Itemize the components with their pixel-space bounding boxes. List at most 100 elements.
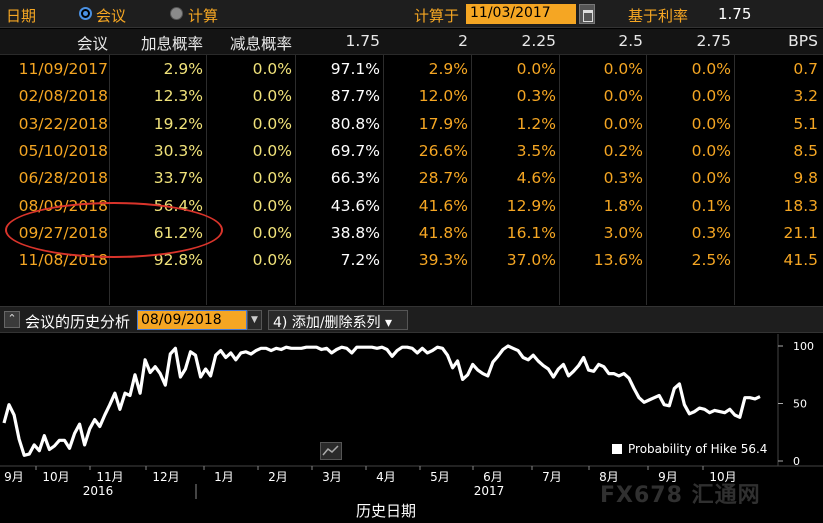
table-cell-meeting[interactable]: 11/09/2017 <box>18 60 108 78</box>
table-cell-rate-175: 87.7% <box>330 87 380 106</box>
table-cell-meeting[interactable]: 02/08/2018 <box>18 87 108 106</box>
table-cell-bps: 21.1 <box>783 223 818 242</box>
table-cell-rate-275: 0.0% <box>691 141 731 160</box>
radio-calc-label[interactable]: 计算 <box>188 7 219 25</box>
y-tick-label: 50 <box>793 398 807 411</box>
column-separator <box>295 29 296 305</box>
add-remove-series-label: 添加/删除系列 <box>291 315 381 331</box>
table-cell-rate-175: 97.1% <box>330 60 380 78</box>
table-cell-cut-prob: 0.0% <box>252 60 292 78</box>
top-toolbar: 日期 会议 计算 计算于 11/03/2017 基于利率 1.75 <box>0 0 823 28</box>
table-cell-rate-275: 0.0% <box>691 60 731 78</box>
table-cell-rate-225: 4.6% <box>516 169 556 188</box>
table-cell-rate-225: 12.9% <box>506 196 556 215</box>
table-cell-bps: 9.8 <box>793 169 818 188</box>
line-chart: 100 50 0 9月 10月 11月 12月 1月 2月 3月 4月 5月 6月 7月 8月 9月 10月 20… <box>0 334 823 499</box>
base-rate-value: 1.75 <box>718 5 752 23</box>
speaker-icon: 4) <box>273 315 288 331</box>
line-chart-icon[interactable] <box>320 442 342 460</box>
table-cell-rate-2: 41.6% <box>418 196 468 215</box>
calendar-icon[interactable] <box>579 4 595 24</box>
calc-date-input[interactable]: 11/03/2017 <box>466 4 576 24</box>
table-cell-rate-25: 1.8% <box>603 196 643 215</box>
table-cell-rate-2: 39.3% <box>418 251 468 270</box>
table-cell-cut-prob: 0.0% <box>252 223 292 242</box>
table-cell-rate-275: 0.1% <box>691 196 731 215</box>
add-remove-series-button[interactable]: 4) 添加/删除系列 ▾ <box>268 310 408 331</box>
table-cell-hike-prob: 19.2% <box>153 114 203 133</box>
x-tick-label: 2月 <box>268 470 288 484</box>
column-header-rate-2[interactable]: 2 <box>458 32 468 50</box>
table-cell-rate-25: 3.0% <box>603 223 643 242</box>
table-cell-bps: 5.1 <box>793 114 818 133</box>
table-cell-hike-prob: 12.3% <box>153 87 203 106</box>
column-header-meeting[interactable]: 会议 <box>76 35 108 53</box>
table-cell-cut-prob: 0.0% <box>252 141 292 160</box>
x-year-label: 2017 <box>474 484 505 498</box>
table-cell-rate-2: 2.9% <box>428 60 468 78</box>
meeting-date-select[interactable]: 08/09/2018 <box>137 310 247 330</box>
double-chevron-up-icon[interactable]: ⌃ <box>4 311 20 328</box>
radio-meeting[interactable] <box>79 7 92 20</box>
table-cell-bps: 18.3 <box>783 196 818 215</box>
table-cell-meeting[interactable]: 03/22/2018 <box>18 114 108 133</box>
table-cell-hike-prob: 33.7% <box>153 169 203 188</box>
table-cell-rate-225: 3.5% <box>516 141 556 160</box>
highlight-ellipse <box>5 202 223 258</box>
table-cell-cut-prob: 0.0% <box>252 196 292 215</box>
table-cell-rate-225: 16.1% <box>506 223 556 242</box>
x-tick-label: 10月 <box>42 470 69 484</box>
date-label: 日期 <box>6 7 37 25</box>
table-cell-bps: 8.5 <box>793 141 818 160</box>
radio-meeting-label[interactable]: 会议 <box>96 7 127 25</box>
column-separator <box>206 29 207 305</box>
calc-date-label: 计算于 <box>414 7 460 25</box>
column-separator <box>471 29 472 305</box>
table-cell-rate-175: 69.7% <box>330 141 380 160</box>
table-cell-rate-275: 0.0% <box>691 87 731 106</box>
chevron-down-icon[interactable]: ▼ <box>247 310 262 330</box>
table-cell-rate-25: 0.3% <box>603 169 643 188</box>
x-year-label: 2016 <box>83 484 114 498</box>
table-cell-rate-225: 0.0% <box>516 60 556 78</box>
table-cell-rate-25: 0.2% <box>603 141 643 160</box>
x-tick-label: 5月 <box>430 470 450 484</box>
x-tick-label: 10月 <box>709 470 736 484</box>
table-cell-meeting[interactable]: 06/28/2018 <box>18 169 108 188</box>
column-header-hike-prob[interactable]: 加息概率 <box>140 35 203 53</box>
column-header-rate-25[interactable]: 2.5 <box>618 32 643 50</box>
column-header-rate-175[interactable]: 1.75 <box>345 32 380 50</box>
table-cell-meeting[interactable]: 05/10/2018 <box>18 141 108 160</box>
legend-series-name: Probability of Hike <box>628 442 737 456</box>
legend-swatch <box>612 444 622 454</box>
chart-legend: Probability of Hike 56.4 <box>606 440 776 460</box>
x-tick-label: 7月 <box>542 470 562 484</box>
table-cell-hike-prob: 92.8% <box>153 251 203 270</box>
table-cell-rate-25: 0.0% <box>603 114 643 133</box>
table-cell-rate-25: 0.0% <box>603 87 643 106</box>
table-cell-rate-2: 12.0% <box>418 87 468 106</box>
table-cell-bps: 0.7 <box>793 60 818 78</box>
table-cell-rate-225: 37.0% <box>506 251 556 270</box>
column-header-rate-225[interactable]: 2.25 <box>521 32 556 50</box>
table-cell-rate-225: 1.2% <box>516 114 556 133</box>
column-header-rate-275[interactable]: 2.75 <box>696 32 731 50</box>
table-cell-rate-2: 28.7% <box>418 169 468 188</box>
table-cell-hike-prob: 30.3% <box>153 141 203 160</box>
column-header-cut-prob[interactable]: 减息概率 <box>229 35 292 53</box>
column-separator <box>383 29 384 305</box>
column-separator <box>559 29 560 305</box>
table-cell-rate-275: 0.0% <box>691 169 731 188</box>
table-cell-rate-275: 0.3% <box>691 223 731 242</box>
history-chart: 100 50 0 9月 10月 11月 12月 1月 2月 3月 4月 5月 6月 7月 8月 9月 10月 20… <box>0 334 823 523</box>
table-cell-cut-prob: 0.0% <box>252 114 292 133</box>
table-cell-rate-2: 17.9% <box>418 114 468 133</box>
table-cell-rate-275: 2.5% <box>691 251 731 270</box>
table-cell-hike-prob: 2.9% <box>163 60 203 78</box>
table-cell-rate-175: 66.3% <box>330 169 380 188</box>
table-cell-cut-prob: 0.0% <box>252 169 292 188</box>
column-header-bps[interactable]: BPS <box>788 32 818 50</box>
caret-down-icon: ▾ <box>385 315 393 331</box>
table-cell-cut-prob: 0.0% <box>252 87 292 106</box>
radio-calc[interactable] <box>170 7 183 20</box>
